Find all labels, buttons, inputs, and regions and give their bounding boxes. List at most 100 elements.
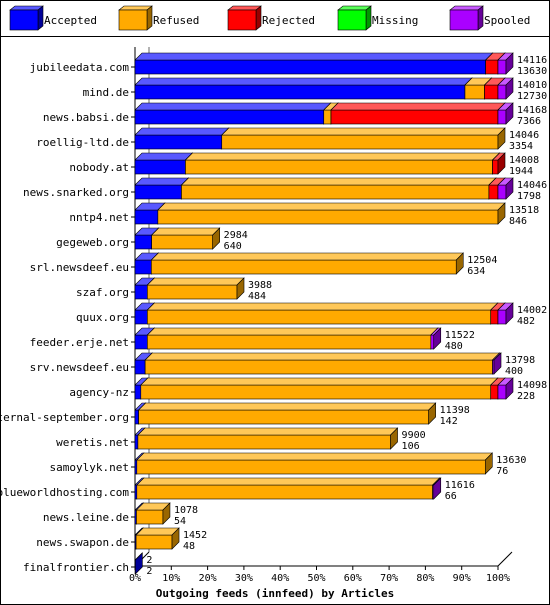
category-label: news.leine.de xyxy=(43,511,129,524)
value-accepted: 13630 xyxy=(517,66,547,77)
bar-accepted xyxy=(134,102,332,125)
bar-refused xyxy=(184,152,501,175)
category-label: roellig-ltd.de xyxy=(36,136,129,149)
category-label: nobody.at xyxy=(69,161,129,174)
value-accepted: 228 xyxy=(517,391,535,402)
value-accepted: 66 xyxy=(445,491,457,502)
value-total: 14010 xyxy=(517,80,547,91)
legend-label: Rejected xyxy=(262,14,315,27)
legend-swatch xyxy=(9,5,44,31)
value-accepted: 480 xyxy=(445,341,463,352)
value-accepted: 400 xyxy=(505,366,523,377)
x-tick-label: 50% xyxy=(307,573,325,584)
bar-accepted xyxy=(134,52,494,75)
legend-swatch xyxy=(449,5,484,31)
bar-refused xyxy=(180,177,497,200)
bar-refused xyxy=(146,302,499,325)
category-label: quux.org xyxy=(76,311,129,324)
bar-refused xyxy=(150,252,464,275)
bar-refused xyxy=(137,427,399,450)
category-label: blueworldhosting.com xyxy=(0,486,129,499)
value-total: 9900 xyxy=(402,430,426,441)
chart-title: Outgoing feeds (innfeed) by Articles xyxy=(156,587,394,600)
x-ticks: 0% 10% 20% 30% 40% 50% 60% 70% 80% 90% 100% xyxy=(129,566,510,584)
category-label: agency-nz xyxy=(69,386,129,399)
x-tick-label: 80% xyxy=(416,573,434,584)
x-tick-label: 100% xyxy=(486,573,510,584)
bar-refused xyxy=(136,452,494,475)
value-total: 13518 xyxy=(509,205,539,216)
category-label: news.babsi.de xyxy=(43,111,129,124)
bar-refused xyxy=(157,202,506,225)
legend-item-rejected: Rejected xyxy=(227,5,315,31)
value-total: 11398 xyxy=(440,405,470,416)
legend-item-missing: Missing xyxy=(337,5,418,31)
legend-item-spooled: Spooled xyxy=(449,5,530,31)
value-total: 14002 xyxy=(517,305,547,316)
legend-label: Refused xyxy=(153,14,199,27)
bar-refused xyxy=(140,377,499,400)
value-accepted: 12730 xyxy=(517,91,547,102)
x-tick-label: 40% xyxy=(271,573,289,584)
value-total: 13798 xyxy=(505,355,535,366)
value-total: 14116 xyxy=(517,55,547,66)
bar-accepted xyxy=(134,152,194,175)
category-label: srl.newsdeef.eu xyxy=(30,261,129,274)
value-total: 14046 xyxy=(509,130,539,141)
category-label: jubileedata.com xyxy=(30,61,130,74)
bar-spooled xyxy=(431,477,442,500)
value-total: 14168 xyxy=(517,105,547,116)
value-accepted: 106 xyxy=(402,441,420,452)
bar-spooled xyxy=(497,52,514,75)
category-label: feeder.erje.net xyxy=(30,336,129,349)
value-accepted: 634 xyxy=(467,266,485,277)
bar-accepted xyxy=(134,552,144,575)
value-total: 1452 xyxy=(183,530,207,541)
category-label: mind.de xyxy=(83,86,129,99)
category-label: szaf.org xyxy=(76,286,129,299)
value-accepted: 1944 xyxy=(509,166,533,177)
x-tick-label: 30% xyxy=(235,573,253,584)
legend-item-refused: Refused xyxy=(118,5,199,31)
bar-spooled xyxy=(430,327,442,350)
x-tick-label: 70% xyxy=(380,573,398,584)
bar-refused xyxy=(221,127,506,150)
bar-spooled xyxy=(497,102,514,125)
value-accepted: 142 xyxy=(440,416,458,427)
bar-refused xyxy=(146,327,439,350)
value-total: 14008 xyxy=(509,155,539,166)
bar-refused xyxy=(135,502,171,525)
category-label: samoylyk.net xyxy=(50,461,129,474)
x-tick-label: 10% xyxy=(162,573,180,584)
value-total: 11522 xyxy=(445,330,475,341)
bar-refused xyxy=(135,527,180,550)
value-total: 14098 xyxy=(517,380,547,391)
value-accepted: 48 xyxy=(183,541,195,552)
legend-item-accepted: Accepted xyxy=(9,5,97,31)
bar-spooled xyxy=(497,302,514,325)
legend-label: Missing xyxy=(372,14,418,27)
value-total: 2 xyxy=(146,555,152,566)
value-total: 2984 xyxy=(224,230,248,241)
bar-rejected xyxy=(330,102,506,125)
x-axis-depth-end xyxy=(497,551,513,567)
bar-accepted xyxy=(134,177,190,200)
value-accepted: 2 xyxy=(146,566,152,577)
